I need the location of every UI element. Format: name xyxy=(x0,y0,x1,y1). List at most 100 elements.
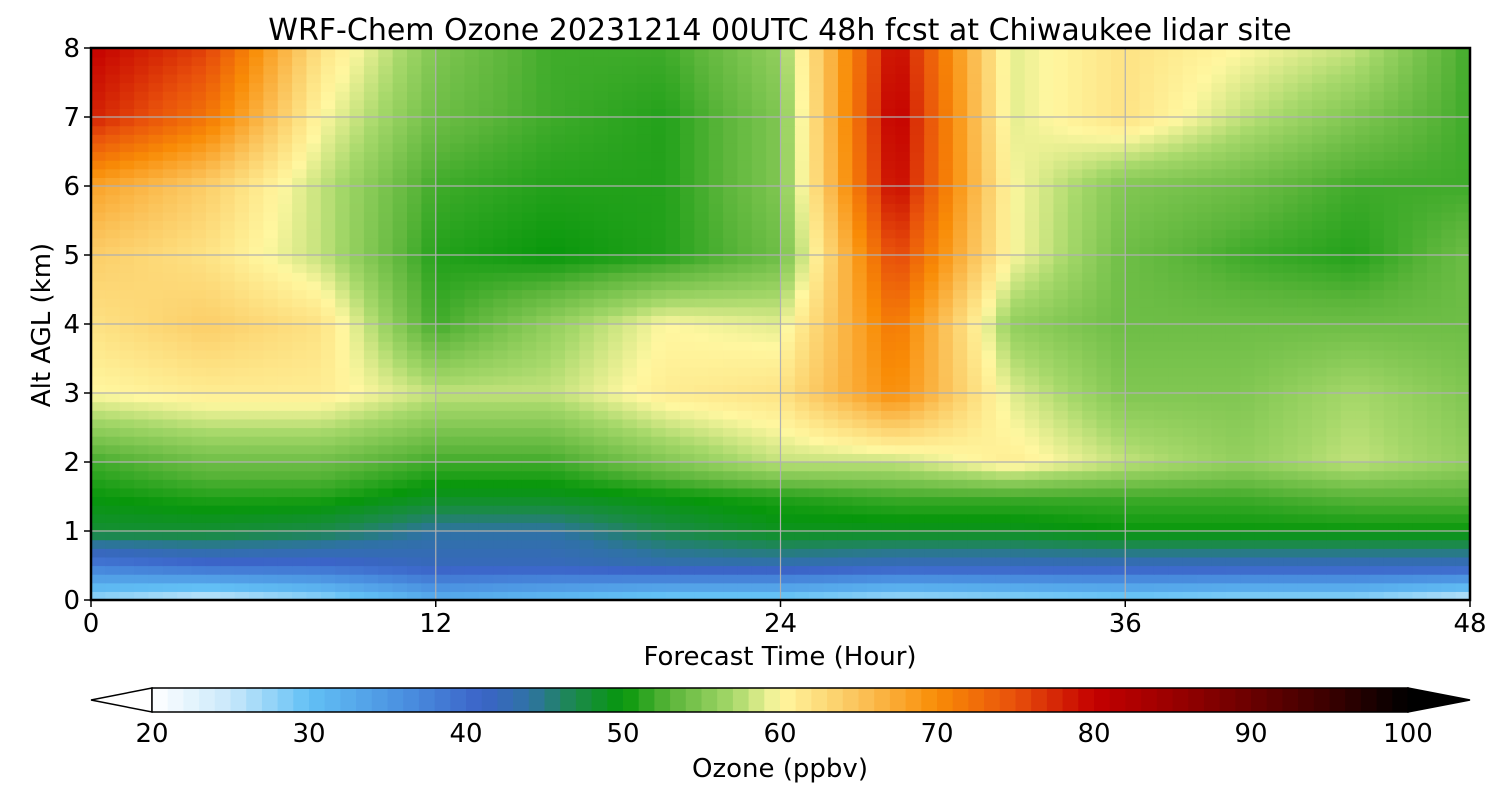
heat-cell xyxy=(478,194,494,204)
heat-cell xyxy=(622,513,638,523)
heat-cell xyxy=(277,160,293,170)
heat-cell xyxy=(1139,246,1155,256)
heat-cell xyxy=(450,160,466,170)
heat-cell xyxy=(306,479,322,489)
heat-cell xyxy=(91,186,106,196)
heat-cell xyxy=(881,160,897,170)
heat-cell xyxy=(1254,513,1270,523)
heat-cell xyxy=(1455,315,1471,325)
heat-cell xyxy=(636,548,652,558)
heat-cell xyxy=(335,229,351,239)
heat-cell xyxy=(478,341,494,351)
heat-cell xyxy=(550,531,566,541)
heat-cell xyxy=(780,556,796,567)
heat-cell xyxy=(1211,470,1227,480)
heat-cell xyxy=(1139,513,1155,523)
heat-cell xyxy=(1168,341,1184,351)
heat-cell xyxy=(837,513,853,523)
heat-cell xyxy=(550,418,566,429)
heat-cell xyxy=(852,487,868,498)
heat-cell xyxy=(1297,298,1313,308)
heat-cell xyxy=(378,168,394,178)
heat-cell xyxy=(134,358,150,368)
heat-cell xyxy=(1211,496,1227,506)
heat-cell xyxy=(1268,246,1284,256)
heat-cell xyxy=(277,151,293,161)
heat-cell xyxy=(320,522,336,532)
heat-cell xyxy=(866,453,882,463)
heat-cell xyxy=(1268,444,1284,454)
heat-cell xyxy=(737,332,753,342)
heat-cell xyxy=(1182,453,1198,463)
heat-cell xyxy=(306,272,322,282)
heat-cell xyxy=(1455,393,1471,403)
heat-cell xyxy=(105,591,121,601)
heat-cell xyxy=(277,548,293,558)
heat-cell xyxy=(1426,263,1442,273)
heat-cell xyxy=(593,582,609,592)
heat-cell xyxy=(1240,436,1256,446)
heat-cell xyxy=(493,186,509,196)
heat-cell xyxy=(435,358,451,368)
heat-cell xyxy=(392,168,408,178)
heat-cell xyxy=(723,582,738,592)
heat-cell xyxy=(435,513,451,523)
heat-cell xyxy=(1369,401,1385,411)
heat-cell xyxy=(1153,539,1169,549)
heat-cell xyxy=(823,186,839,196)
heat-cell xyxy=(895,444,911,454)
heat-cell xyxy=(392,479,408,489)
heat-cell xyxy=(1455,556,1471,567)
heat-cell xyxy=(263,591,279,601)
heat-cell xyxy=(1182,444,1198,454)
heat-cell xyxy=(464,531,480,541)
heat-cell xyxy=(320,565,336,575)
heat-cell xyxy=(780,341,796,351)
heat-cell xyxy=(1369,462,1385,472)
heat-cell xyxy=(995,393,1011,403)
heat-cell xyxy=(220,470,236,480)
heat-cell xyxy=(608,280,624,291)
heat-cell xyxy=(1254,591,1270,601)
heat-cell xyxy=(536,539,552,549)
heat-cell xyxy=(263,548,279,558)
heat-cell xyxy=(751,272,767,282)
heat-cell xyxy=(565,393,580,403)
heat-cell xyxy=(536,505,552,515)
heat-cell xyxy=(521,591,537,601)
heat-cell xyxy=(881,418,897,429)
heat-cell xyxy=(1082,211,1098,222)
heat-cell xyxy=(1455,332,1471,342)
heat-cell xyxy=(148,591,164,601)
heat-cell xyxy=(1412,203,1428,213)
heat-cell xyxy=(1383,263,1399,273)
heat-cell xyxy=(593,496,609,506)
heat-cell xyxy=(1283,211,1299,222)
heat-cell xyxy=(493,436,509,446)
heat-cell xyxy=(895,418,911,429)
heat-cell xyxy=(493,203,509,213)
heat-cell xyxy=(450,246,466,256)
heat-cell xyxy=(593,548,609,558)
heat-cell xyxy=(435,367,451,377)
heat-cell xyxy=(421,151,437,161)
heat-cell xyxy=(924,436,940,446)
heat-cell xyxy=(234,272,250,282)
heat-cell xyxy=(1383,160,1399,170)
heat-cell xyxy=(1182,462,1198,472)
heat-cell xyxy=(651,401,667,411)
heat-cell xyxy=(881,194,897,204)
heat-cell xyxy=(134,203,150,213)
heat-cell xyxy=(507,470,523,480)
heat-cell xyxy=(1426,168,1442,178)
heat-cell xyxy=(378,298,394,308)
heat-cell xyxy=(809,513,825,523)
heat-cell xyxy=(952,479,968,489)
heat-cell xyxy=(521,393,537,403)
heat-cell xyxy=(148,324,164,334)
heat-cell xyxy=(1340,444,1356,454)
heat-cell xyxy=(450,237,466,247)
heat-cell xyxy=(234,220,250,230)
heat-cell xyxy=(407,324,422,334)
heat-cell xyxy=(751,246,767,256)
